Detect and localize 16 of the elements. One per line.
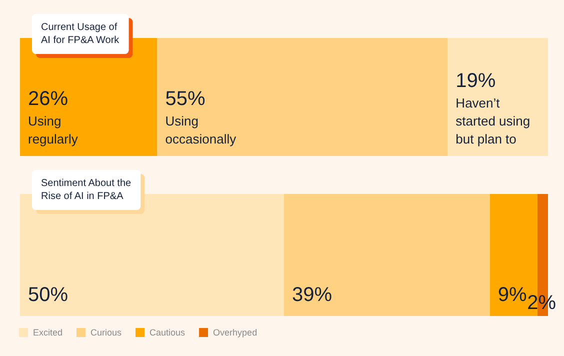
legend-label: Excited [33, 328, 63, 338]
data-label: 19% [456, 70, 496, 92]
series-label: Using regularly [28, 114, 78, 146]
data-label: 9% [498, 284, 528, 306]
bar [284, 194, 490, 316]
chart-title: Current Usage of AI for FP&A Work [41, 22, 120, 46]
legend-label: Cautious [150, 328, 186, 338]
chart-title: Sentiment About the Rise of AI in FP&A [41, 178, 132, 202]
series-label: Haven’t started using but plan to [456, 96, 530, 146]
legend-label: Curious [90, 328, 122, 338]
series-label: Using occasionally [165, 114, 237, 146]
legend-label: Overhyped [213, 328, 258, 338]
data-label: 50% [28, 284, 68, 306]
data-label: 39% [292, 284, 332, 306]
data-label: 26% [28, 88, 68, 110]
data-label: 55% [165, 88, 206, 110]
